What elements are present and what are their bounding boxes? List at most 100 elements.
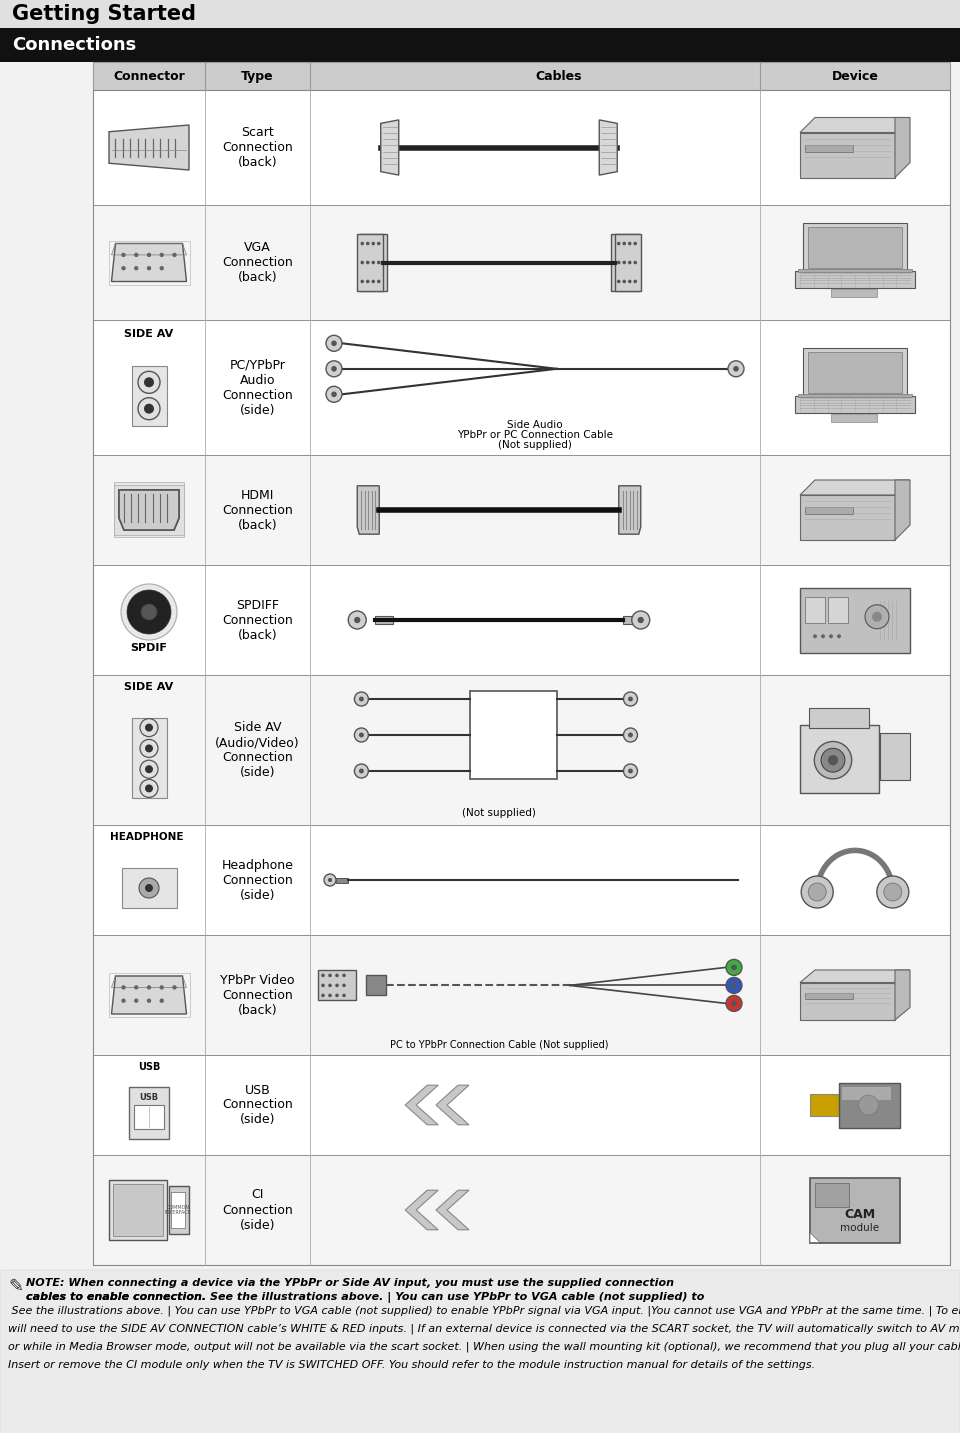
Circle shape (634, 261, 637, 264)
Circle shape (342, 973, 346, 977)
Text: Type: Type (241, 69, 274, 83)
Circle shape (147, 252, 151, 257)
Text: Device: Device (831, 69, 878, 83)
Bar (795, 271, 915, 288)
Text: SIDE AV: SIDE AV (125, 682, 174, 692)
Circle shape (623, 728, 637, 742)
Text: will need to use the SIDE AV CONNECTION cable’s WHITE & RED inputs. | If an exte: will need to use the SIDE AV CONNECTION … (8, 1324, 960, 1334)
Bar (93, 90, 950, 205)
Polygon shape (436, 1191, 469, 1230)
Circle shape (628, 696, 633, 701)
Polygon shape (800, 970, 910, 983)
Circle shape (328, 973, 332, 977)
Circle shape (884, 883, 901, 901)
Bar (808, 351, 902, 393)
Circle shape (628, 261, 632, 264)
Circle shape (813, 635, 817, 638)
Polygon shape (357, 486, 379, 535)
Circle shape (354, 764, 369, 778)
Bar (842, 1088, 891, 1099)
Circle shape (628, 768, 633, 774)
Bar (880, 734, 910, 780)
Circle shape (634, 242, 637, 245)
Bar (828, 598, 848, 623)
Circle shape (147, 999, 151, 1003)
Circle shape (617, 279, 620, 284)
Bar (114, 481, 184, 537)
Polygon shape (111, 244, 186, 281)
Polygon shape (810, 1232, 820, 1242)
Bar (366, 976, 386, 996)
Circle shape (141, 603, 157, 620)
Bar (93, 675, 950, 825)
Circle shape (342, 983, 346, 987)
Bar (108, 973, 189, 1017)
Text: USB
Connection
(side): USB Connection (side) (222, 1083, 293, 1126)
Circle shape (144, 404, 154, 414)
Polygon shape (800, 118, 910, 132)
Circle shape (326, 361, 342, 377)
Circle shape (632, 610, 650, 629)
Circle shape (331, 365, 337, 371)
Bar (113, 1184, 162, 1237)
Circle shape (145, 744, 153, 752)
Circle shape (138, 371, 160, 393)
Text: USB: USB (139, 1092, 158, 1102)
Bar (805, 145, 852, 152)
Bar (798, 269, 912, 272)
Text: SPDIFF
Connection
(back): SPDIFF Connection (back) (222, 599, 293, 642)
Bar (611, 234, 638, 291)
Bar (357, 234, 383, 291)
Circle shape (366, 242, 370, 245)
Circle shape (159, 999, 164, 1003)
Circle shape (121, 999, 126, 1003)
Circle shape (622, 279, 626, 284)
Bar (0, 29, 960, 62)
Bar (359, 234, 387, 291)
Text: Headphone
Connection
(side): Headphone Connection (side) (222, 858, 294, 901)
Circle shape (328, 993, 332, 997)
Polygon shape (599, 120, 617, 175)
Circle shape (322, 983, 324, 987)
Polygon shape (405, 1191, 438, 1230)
Bar (109, 1179, 167, 1240)
Bar (805, 507, 852, 514)
Circle shape (372, 261, 375, 264)
Circle shape (366, 279, 370, 284)
Bar (129, 1088, 169, 1139)
Circle shape (134, 252, 138, 257)
Circle shape (326, 335, 342, 351)
Text: (Not supplied): (Not supplied) (462, 808, 536, 818)
Circle shape (140, 780, 158, 797)
Circle shape (628, 732, 633, 738)
Circle shape (121, 267, 126, 271)
Bar (805, 598, 825, 623)
Circle shape (121, 585, 177, 641)
Circle shape (354, 728, 369, 742)
Bar (93, 456, 950, 565)
Circle shape (733, 365, 739, 371)
Circle shape (121, 252, 126, 257)
Circle shape (828, 755, 838, 765)
Circle shape (634, 279, 637, 284)
Polygon shape (381, 120, 398, 175)
Circle shape (354, 616, 360, 623)
Circle shape (359, 768, 364, 774)
Text: cables to enable connection. See the illustrations above. | You can use YPbPr to: cables to enable connection. See the ill… (26, 1293, 705, 1303)
Circle shape (366, 261, 370, 264)
Circle shape (732, 1000, 737, 1006)
Bar (132, 365, 166, 426)
Bar (132, 718, 166, 798)
Circle shape (622, 261, 626, 264)
Circle shape (726, 996, 742, 1012)
Circle shape (377, 242, 380, 245)
Circle shape (732, 983, 737, 989)
Circle shape (359, 696, 364, 701)
Circle shape (140, 739, 158, 758)
Circle shape (837, 635, 841, 638)
Circle shape (814, 741, 852, 780)
Bar (839, 1082, 900, 1128)
Polygon shape (436, 1085, 469, 1125)
Bar (810, 1093, 839, 1116)
Circle shape (372, 279, 375, 284)
